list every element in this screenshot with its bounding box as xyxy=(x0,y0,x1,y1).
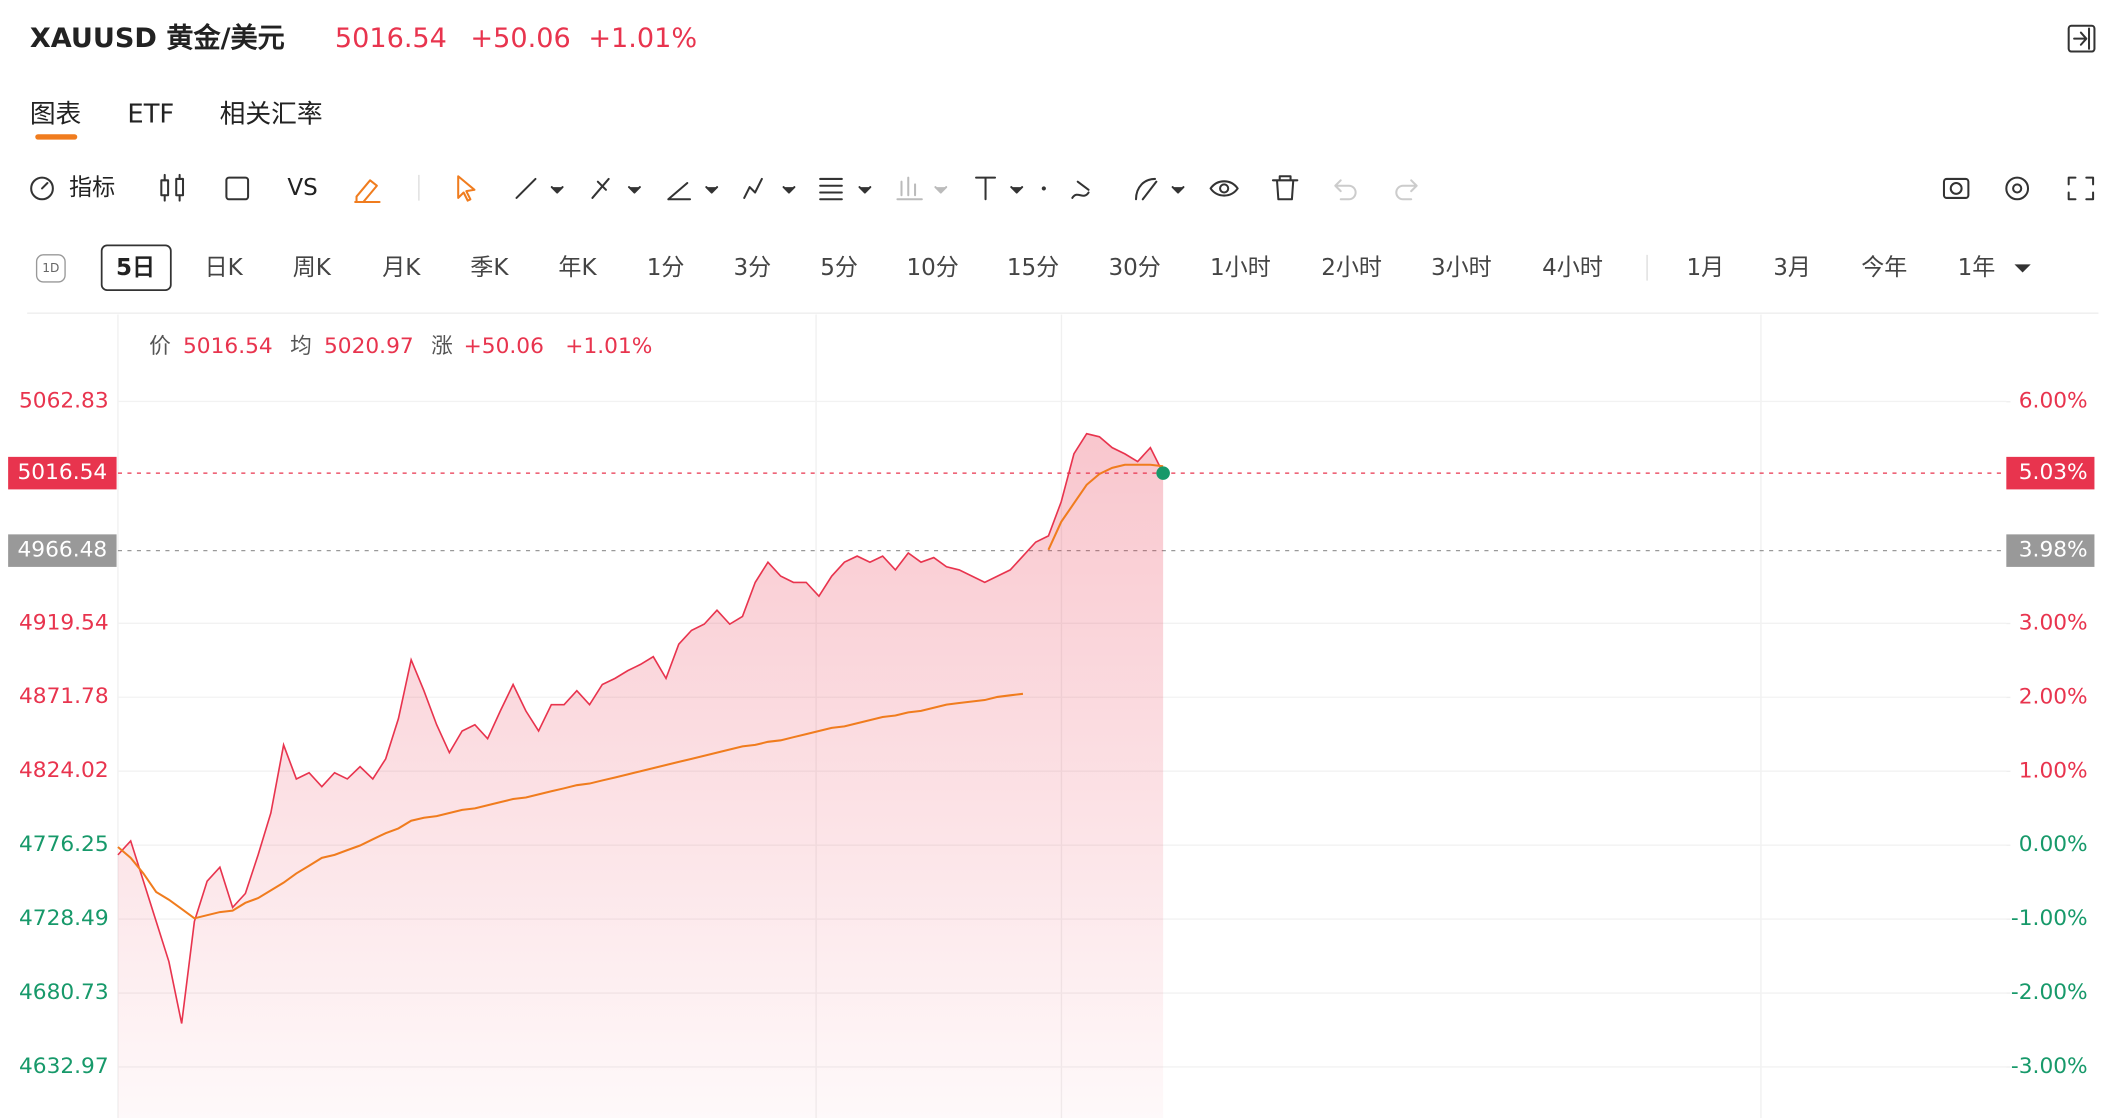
period-button[interactable]: 4小时 xyxy=(1542,255,1603,281)
period-button[interactable]: 15分 xyxy=(1007,255,1059,281)
symbol-title: XAUUSD 黄金/美元 xyxy=(30,22,285,54)
y-tick-label: 4632.97 xyxy=(19,1054,109,1079)
y-tick-label: 4871.78 xyxy=(19,684,109,709)
marker-box xyxy=(2006,534,2095,567)
price-area xyxy=(117,433,1164,1118)
last-point xyxy=(1156,466,1170,480)
candle-icon[interactable] xyxy=(160,173,185,202)
period-button[interactable]: 1小时 xyxy=(1210,255,1271,281)
period-button[interactable]: 季K xyxy=(470,255,509,281)
collapse-icon[interactable] xyxy=(2067,24,2096,53)
y2-tick-label: 2.00% xyxy=(2019,684,2088,709)
y-tick-label: 4680.73 xyxy=(19,980,109,1005)
change: +50.06 xyxy=(470,23,570,54)
more-periods[interactable] xyxy=(2014,264,2031,273)
tab[interactable]: 图表 xyxy=(30,100,81,130)
price: 5016.54 xyxy=(335,23,447,54)
period-button[interactable]: 3月 xyxy=(1773,255,1811,281)
tab-underline xyxy=(35,134,78,140)
quote-label: 价 xyxy=(149,334,171,359)
y2-tick-label: 1.00% xyxy=(2019,758,2088,783)
marker-label: 4966.48 xyxy=(18,538,108,563)
average-line xyxy=(117,463,1164,920)
y2-tick-label: -1.00% xyxy=(2011,906,2088,931)
drawing-tools[interactable] xyxy=(515,175,2095,201)
quote-label: 涨 xyxy=(431,334,453,359)
y-tick-label: 5062.83 xyxy=(19,388,109,413)
quote-value: 5020.97 xyxy=(324,334,414,359)
period-button[interactable]: 年K xyxy=(558,255,597,281)
marker-pct-label: 5.03% xyxy=(2019,460,2088,485)
change-pct: +1.01% xyxy=(588,23,697,54)
marker-label: 5016.54 xyxy=(18,460,108,485)
indicator-button[interactable]: 指标 xyxy=(69,175,115,201)
period-icon[interactable]: 1D xyxy=(42,261,59,275)
quote-value: 5016.54 xyxy=(183,334,273,359)
period-button[interactable]: 10分 xyxy=(906,255,958,281)
period-button[interactable]: 1年 xyxy=(1958,255,1996,281)
period-button[interactable]: 5分 xyxy=(820,255,858,281)
indicator-icon[interactable] xyxy=(30,176,54,201)
quote-label: 均 xyxy=(290,334,312,359)
marker-box xyxy=(8,456,117,490)
period-icon-box[interactable] xyxy=(35,254,66,283)
y-tick-label: 4728.49 xyxy=(19,906,109,931)
period-button[interactable]: 2小时 xyxy=(1321,255,1382,281)
y2-tick-label: 0.00% xyxy=(2019,832,2088,857)
period-button[interactable]: 今年 xyxy=(1861,255,1907,281)
y-tick-label: 4824.02 xyxy=(19,758,109,783)
period-button[interactable]: 3分 xyxy=(734,255,772,281)
y2-tick-label: 3.00% xyxy=(2019,610,2088,635)
cursor-icon[interactable] xyxy=(457,175,476,202)
period-button[interactable]: 1月 xyxy=(1687,255,1725,281)
quote-value: +50.06 xyxy=(464,334,544,359)
tab[interactable]: ETF xyxy=(127,100,174,130)
period-button[interactable]: 周K xyxy=(293,255,332,281)
marker-box xyxy=(2006,456,2095,490)
y2-tick-label: 6.00% xyxy=(2019,389,2088,414)
period-active xyxy=(100,244,172,291)
marker-pct-label: 3.98% xyxy=(2019,538,2088,563)
quote-value: +1.01% xyxy=(565,334,652,359)
period-button[interactable]: 30分 xyxy=(1108,255,1160,281)
y2-tick-label: -3.00% xyxy=(2011,1054,2088,1079)
marker-box xyxy=(8,534,117,567)
period-button[interactable]: 3小时 xyxy=(1431,255,1492,281)
y2-tick-label: -2.00% xyxy=(2011,980,2088,1005)
period-button[interactable]: 日K xyxy=(205,255,244,281)
period-button[interactable]: 5日 xyxy=(116,255,155,281)
period-button[interactable]: 月K xyxy=(382,255,421,281)
period-button[interactable]: 1分 xyxy=(647,255,685,281)
y-tick-label: 4919.54 xyxy=(19,610,109,635)
tab[interactable]: 相关汇率 xyxy=(220,100,323,130)
draw-icon[interactable] xyxy=(354,179,381,204)
shape-icon[interactable] xyxy=(225,176,250,201)
price-line xyxy=(117,432,1164,1024)
y-tick-label: 4776.25 xyxy=(19,832,109,857)
compare-button[interactable]: VS xyxy=(287,175,317,201)
